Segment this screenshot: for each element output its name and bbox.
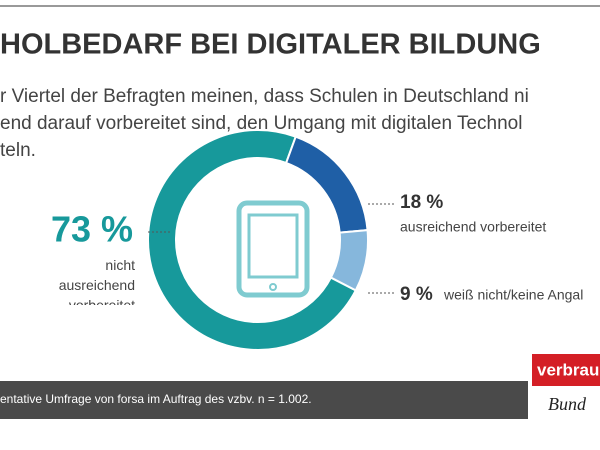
category-label-box: nicht ausreichend vorbereitet <box>58 257 135 305</box>
donut-slice <box>147 129 358 351</box>
donut-slice <box>329 229 369 292</box>
tablet-screen <box>247 213 299 279</box>
category-label: ausreichend vorbereitet <box>400 219 546 235</box>
tablet-icon <box>236 200 310 298</box>
logo-text: verbrau <box>537 360 599 379</box>
footer-bar <box>0 381 600 419</box>
category-label: weiß nicht/keine Angal <box>443 287 583 303</box>
donut <box>147 129 369 351</box>
category-label: nicht ausreichend vorbereitet <box>58 257 135 305</box>
tablet-button <box>269 283 277 291</box>
footer-text: entative Umfrage von forsa im Auftrag de… <box>0 392 312 406</box>
value-label: 18 % <box>400 192 443 213</box>
subtitle-line: teln. <box>0 140 36 161</box>
value-label: 9 % <box>400 284 433 305</box>
logo-red <box>532 354 600 386</box>
logo-text: Bund <box>548 394 587 414</box>
chart-title: HOLBEDARF BEI DIGITALER BILDUNG <box>0 29 541 61</box>
subtitle-line: r Viertel der Befragten meinen, dass Sch… <box>0 86 529 107</box>
value-label: 73 % <box>51 209 133 250</box>
subtitle-line: end darauf vorbereitet sind, den Umgang … <box>0 113 522 134</box>
